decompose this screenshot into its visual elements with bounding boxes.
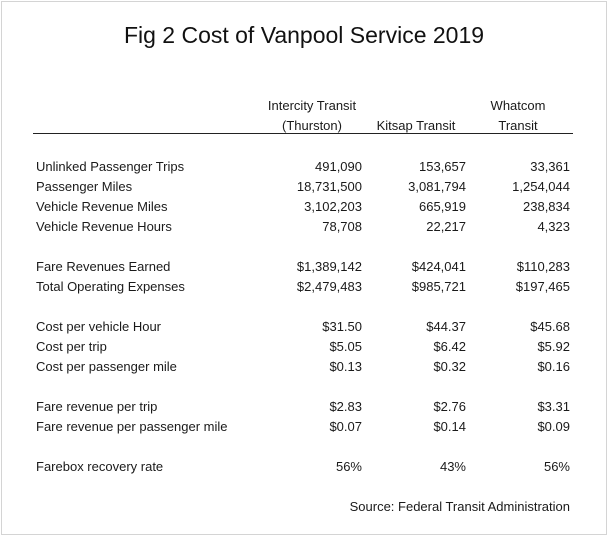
table-cell: 491,090 [315, 159, 362, 174]
table-cell: 22,217 [426, 219, 466, 234]
table-cell: $1,389,142 [296, 259, 362, 274]
table-cell: $31.50 [322, 319, 362, 334]
table-row: Vehicle Revenue Hours 78,708 22,217 4,323 [0, 217, 608, 237]
table-row: Total Operating Expenses $2,479,483 $985,7… [0, 277, 608, 297]
table-cell: $197,465 [515, 279, 570, 294]
source-note: Source: Federal Transit Administration [349, 499, 570, 514]
table-row: Farebox recovery rate 56% 43% 56% [0, 457, 608, 477]
table-cell: 33,361 [530, 159, 570, 174]
table-cell: $5.92 [537, 339, 570, 354]
table-cell: $2.76 [433, 399, 466, 414]
column-header-line2: (Thurston) [282, 118, 342, 133]
table-cell: 78,708 [322, 219, 362, 234]
column-header-line1: Whatcom [490, 98, 546, 113]
table-cell: $44.37 [426, 319, 466, 334]
table-cell: $5.05 [329, 339, 362, 354]
row-label: Vehicle Revenue Hours [36, 219, 172, 234]
column-header-intercity: Intercity Transit (Thurston) [248, 96, 376, 136]
row-label: Cost per passenger mile [36, 359, 177, 374]
table-cell: 153,657 [419, 159, 466, 174]
table-row: Cost per vehicle Hour $31.50 $44.37 $45.68 [0, 317, 608, 337]
table-cell: $0.14 [433, 419, 466, 434]
table-cell: $424,041 [411, 259, 466, 274]
table-cell: $0.09 [537, 419, 570, 434]
table-cell: $45.68 [530, 319, 570, 334]
row-label: Cost per trip [36, 339, 107, 354]
table-cell: 3,081,794 [408, 179, 466, 194]
table-cell: 665,919 [419, 199, 466, 214]
table-row: Cost per trip $5.05 $6.42 $5.92 [0, 337, 608, 357]
table-row: Vehicle Revenue Miles 3,102,203 665,919 238… [0, 197, 608, 217]
table-cell: $0.07 [329, 419, 362, 434]
row-label: Cost per vehicle Hour [36, 319, 161, 334]
column-header-line1: Intercity Transit [267, 98, 357, 113]
column-header-whatcom: Whatcom Transit [466, 96, 570, 136]
table-cell: $110,283 [516, 259, 570, 274]
table-cell: 56% [335, 459, 362, 474]
row-label: Fare revenue per passenger mile [36, 419, 228, 434]
row-label: Farebox recovery rate [36, 459, 164, 474]
row-label: Fare revenue per trip [36, 399, 158, 414]
table-row: Unlinked Passenger Trips 491,090 153,657 33… [0, 157, 608, 177]
table-row: Passenger Miles 18,731,500 3,081,794 1,254,… [0, 177, 608, 197]
table-cell: 4,323 [537, 219, 570, 234]
column-header-line2: Transit [498, 118, 538, 133]
table-cell: $0.32 [433, 359, 466, 374]
table-cell: 1,254,044 [512, 179, 570, 194]
column-header-line2: Kitsap Transit [376, 118, 456, 133]
table-cell: 56% [543, 459, 570, 474]
table-cell: $985,721 [411, 279, 466, 294]
table-row: Fare revenue per trip $2.83 $2.76 $3.31 [0, 397, 608, 417]
table-cell: 18,731,500 [296, 179, 362, 194]
row-label: Unlinked Passenger Trips [36, 159, 185, 174]
table-cell: $2.83 [329, 399, 362, 414]
column-header-kitsap: Kitsap Transit [360, 96, 472, 136]
row-label: Fare Revenues Earned [36, 259, 171, 274]
table-cell: $0.13 [329, 359, 362, 374]
table-cell: 3,102,203 [304, 199, 362, 214]
table-cell: $3.31 [537, 399, 570, 414]
table-row: Cost per passenger mile $0.13 $0.32 $0.16 [0, 357, 608, 377]
table-cell: 238,834 [523, 199, 570, 214]
table-cell: $2,479,483 [296, 279, 362, 294]
row-label: Passenger Miles [36, 179, 133, 194]
table-cell: $6.42 [433, 339, 466, 354]
table-row: Fare revenue per passenger mile $0.07 $0.1… [0, 417, 608, 437]
column-header-line1 [360, 96, 472, 116]
table-cell: $0.16 [537, 359, 570, 374]
table-cell: 43% [439, 459, 466, 474]
figure-title: Fig 2 Cost of Vanpool Service 2019 [123, 22, 485, 48]
row-label: Vehicle Revenue Miles [36, 199, 168, 214]
row-label: Total Operating Expenses [36, 279, 185, 294]
header-rule [33, 133, 573, 134]
table-row: Fare Revenues Earned $1,389,142 $424,041 $1… [0, 257, 608, 277]
